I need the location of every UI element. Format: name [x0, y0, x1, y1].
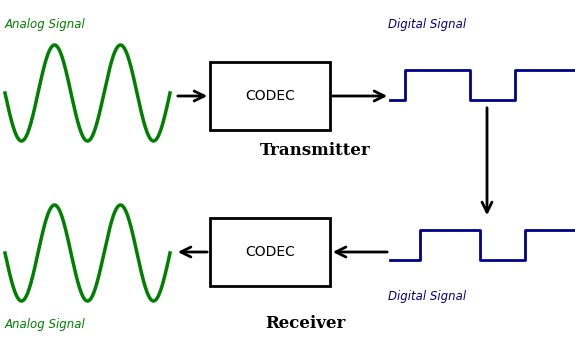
Text: Transmitter: Transmitter	[260, 142, 371, 159]
Text: CODEC: CODEC	[245, 245, 295, 259]
Text: Digital Signal: Digital Signal	[388, 290, 466, 303]
Text: Analog Signal: Analog Signal	[5, 18, 86, 31]
Text: CODEC: CODEC	[245, 89, 295, 103]
Text: Receiver: Receiver	[265, 315, 346, 332]
Text: Digital Signal: Digital Signal	[388, 18, 466, 31]
Bar	[210, 218, 330, 286]
Bar	[210, 62, 330, 130]
Text: Analog Signal: Analog Signal	[5, 318, 86, 331]
